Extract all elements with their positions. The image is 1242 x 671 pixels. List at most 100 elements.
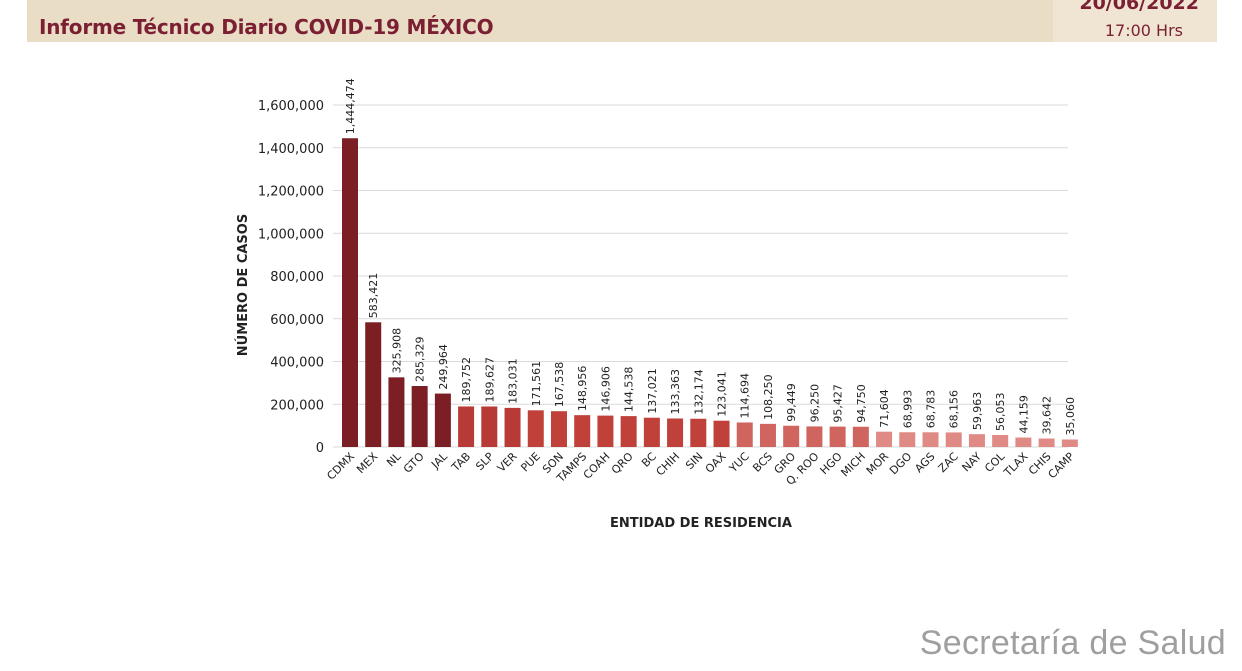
bar-oax <box>713 420 730 447</box>
bar-jal <box>434 393 451 447</box>
bar-slp <box>481 406 498 447</box>
bar-nay <box>968 434 985 447</box>
x-tick-label: SIN <box>683 450 705 472</box>
bar-value-label: 39,642 <box>1041 396 1054 435</box>
y-tick-label: 200,000 <box>270 398 324 413</box>
bar-gro <box>783 425 800 447</box>
bars: 1,444,474 583,421 325,908 285,329 249,964 189… <box>342 78 1078 447</box>
bar-chis <box>1038 438 1055 447</box>
bar-value-label: 44,159 <box>1017 395 1030 434</box>
bar-qro <box>620 416 637 447</box>
report-time: 17:00 Hrs <box>1104 21 1183 40</box>
x-tick-label: JAL <box>428 449 450 471</box>
bar-son <box>550 411 567 447</box>
bar-value-label: 59,963 <box>971 392 984 431</box>
bar-mich <box>852 426 869 447</box>
x-tick-label: CHIH <box>654 450 683 479</box>
bar-value-label: 583,421 <box>367 273 380 319</box>
bar-yuc <box>736 422 753 447</box>
bar-value-label: 35,060 <box>1064 397 1077 436</box>
bar-sin <box>690 418 707 447</box>
bar-tab <box>458 406 475 447</box>
y-axis-ticks: 0 200,000 400,000 600,000 800,000 1,000,000 1,… <box>258 99 324 456</box>
x-tick-label: SLP <box>473 450 496 473</box>
bar-gto <box>411 386 428 447</box>
x-tick-label: BCS <box>750 450 775 475</box>
bar-mex <box>365 322 382 447</box>
x-tick-label: PUE <box>518 450 543 475</box>
bar-value-label: 167,538 <box>553 362 566 408</box>
bar-value-label: 68,783 <box>925 390 938 429</box>
bar-value-label: 146,906 <box>599 366 612 412</box>
bar-value-label: 148,956 <box>576 366 589 412</box>
bar-ver <box>504 407 521 447</box>
bar-value-label: 137,021 <box>646 368 659 414</box>
x-tick-label: CAMP <box>1046 450 1078 482</box>
bar-value-label: 68,156 <box>948 390 961 429</box>
bar-value-label: 285,329 <box>414 337 427 383</box>
bar-value-label: 114,694 <box>739 373 752 419</box>
bar-value-label: 132,174 <box>692 369 705 415</box>
x-tick-label: NAY <box>960 450 985 475</box>
x-tick-label: TLAX <box>1001 450 1031 480</box>
bar-hgo <box>829 426 846 447</box>
bar-value-label: 94,750 <box>855 384 868 423</box>
x-tick-label: COAH <box>581 450 613 482</box>
report-title: Informe Técnico Diario COVID-19 MÉXICO <box>39 15 494 39</box>
x-tick-label: DGO <box>887 450 915 478</box>
bar-value-label: 325,908 <box>390 328 403 374</box>
bar-value-label: 189,752 <box>460 357 473 403</box>
x-tick-label: GTO <box>401 450 427 476</box>
bar-coah <box>597 415 614 447</box>
bar-value-label: 95,427 <box>832 384 845 423</box>
x-tick-label: VER <box>495 450 520 475</box>
x-tick-label: TAB <box>449 450 474 475</box>
bar-value-label: 171,561 <box>530 361 543 407</box>
bar-bc <box>643 417 660 447</box>
bar-bcs <box>759 423 776 447</box>
bar-mor <box>876 431 893 447</box>
bar-value-label: 123,041 <box>716 371 729 417</box>
x-axis-label: ENTIDAD DE RESIDENCIA <box>610 516 792 531</box>
y-tick-label: 1,400,000 <box>258 142 324 157</box>
bar-value-label: 56,053 <box>994 393 1007 432</box>
x-tick-label: MEX <box>354 450 380 476</box>
bar-tamps <box>574 415 591 447</box>
bar-value-label: 96,250 <box>808 384 821 423</box>
bar-pue <box>527 410 544 447</box>
x-tick-label: YUC <box>726 450 752 476</box>
x-tick-label: MICH <box>838 450 867 479</box>
y-tick-label: 1,000,000 <box>258 227 324 242</box>
report-header: Informe Técnico Diario COVID-19 MÉXICO 2… <box>27 0 1217 42</box>
y-tick-label: 400,000 <box>270 356 324 371</box>
bar-dgo <box>899 432 916 447</box>
bar-value-label: 68,993 <box>901 390 914 429</box>
bar-qroo <box>806 426 823 447</box>
y-tick-label: 800,000 <box>270 270 324 285</box>
bar-value-label: 183,031 <box>507 358 520 404</box>
bar-camp <box>1061 439 1078 447</box>
report-date: 20/06/2022 <box>1079 0 1199 14</box>
y-axis-label: NÚMERO DE CASOS <box>235 214 251 356</box>
bar-cdmx <box>342 138 358 447</box>
bar-value-label: 99,449 <box>785 383 798 422</box>
bar-value-label: 71,604 <box>878 389 891 428</box>
bar-value-label: 249,964 <box>437 344 450 390</box>
y-tick-label: 1,600,000 <box>258 99 324 114</box>
bar-value-label: 1,444,474 <box>344 78 357 134</box>
x-tick-label: AGS <box>912 450 937 475</box>
bar-nl <box>388 377 405 447</box>
bar-tlax <box>1015 437 1032 447</box>
x-tick-label: CDMX <box>324 450 357 483</box>
bar-value-label: 108,250 <box>762 374 775 420</box>
x-tick-label: ZAC <box>936 450 961 475</box>
bar-value-label: 133,363 <box>669 369 682 415</box>
x-tick-label: QRO <box>609 450 636 477</box>
bar-chih <box>667 418 684 447</box>
y-tick-label: 0 <box>316 441 324 456</box>
footer-brand: Secretaría de Salud <box>919 624 1226 662</box>
bar-col <box>992 435 1009 447</box>
bar-zac <box>945 432 962 447</box>
